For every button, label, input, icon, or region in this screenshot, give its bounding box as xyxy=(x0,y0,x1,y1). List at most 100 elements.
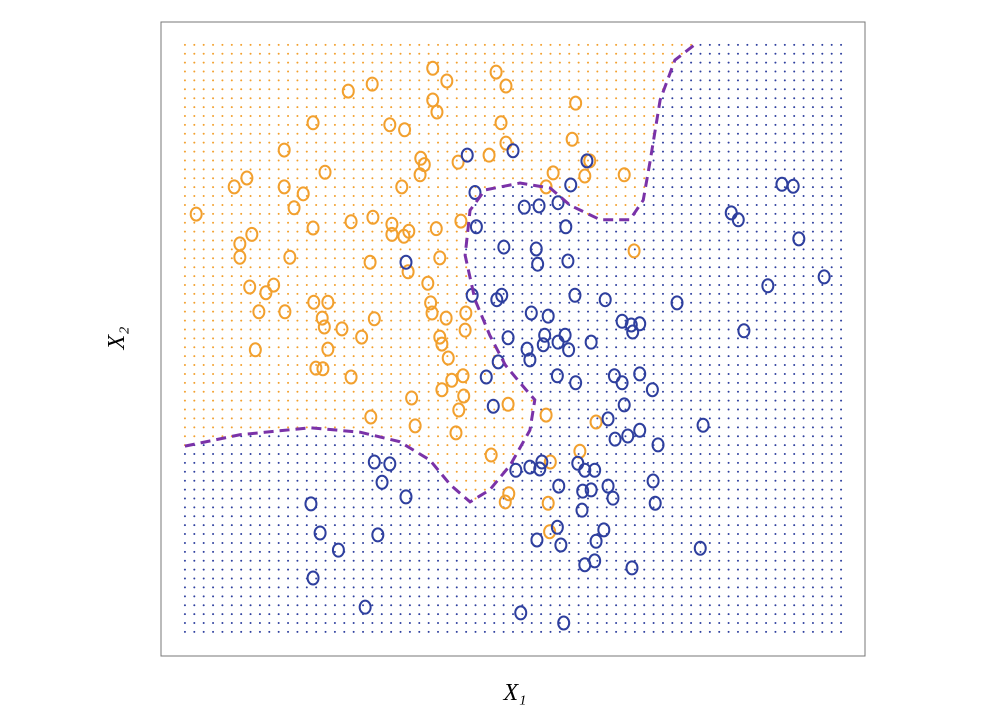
grid-dot xyxy=(324,221,327,224)
grid-dot xyxy=(811,550,814,553)
grid-dot xyxy=(390,622,393,625)
grid-dot xyxy=(240,453,243,456)
grid-dot xyxy=(830,150,833,153)
grid-dot xyxy=(221,426,224,429)
grid-dot xyxy=(624,595,627,598)
grid-dot xyxy=(446,301,449,304)
grid-dot xyxy=(830,283,833,286)
grid-dot xyxy=(840,43,843,46)
grid-dot xyxy=(465,275,468,278)
grid-dot xyxy=(380,381,383,384)
grid-dot xyxy=(324,150,327,153)
grid-dot xyxy=(502,533,505,536)
grid-dot xyxy=(193,114,196,117)
grid-dot xyxy=(249,61,252,64)
grid-dot xyxy=(446,186,449,189)
grid-dot xyxy=(652,488,655,491)
point xyxy=(523,352,537,368)
grid-dot xyxy=(212,301,215,304)
grid-dot xyxy=(418,417,421,420)
grid-dot xyxy=(830,444,833,447)
grid-dot xyxy=(736,604,739,607)
grid-dot xyxy=(727,355,730,358)
grid-dot xyxy=(437,586,440,589)
grid-dot xyxy=(615,52,618,55)
grid-dot xyxy=(249,461,252,464)
grid-dot xyxy=(352,630,355,633)
grid-dot xyxy=(230,97,233,100)
grid-dot xyxy=(765,417,768,420)
grid-dot xyxy=(512,435,514,438)
grid-dot xyxy=(821,97,824,100)
grid-dot xyxy=(268,399,271,402)
grid-dot xyxy=(240,230,243,233)
grid-dot xyxy=(277,381,280,384)
grid-dot xyxy=(521,524,524,527)
grid-dot xyxy=(652,239,655,242)
grid-dot xyxy=(371,577,374,580)
grid-dot xyxy=(661,453,664,456)
grid-dot xyxy=(221,310,224,313)
grid-dot xyxy=(483,595,486,598)
grid-dot xyxy=(718,524,721,527)
grid-dot xyxy=(577,203,580,206)
grid-dot xyxy=(408,150,411,153)
grid-dot xyxy=(240,417,243,420)
grid-dot xyxy=(615,61,618,64)
grid-dot xyxy=(390,577,393,580)
grid-dot xyxy=(408,61,411,64)
grid-dot xyxy=(446,88,449,91)
grid-dot xyxy=(765,595,768,598)
grid-dot xyxy=(727,123,730,126)
grid-dot xyxy=(268,106,271,109)
grid-dot xyxy=(202,444,205,447)
grid-dot xyxy=(352,177,355,180)
grid-dot xyxy=(568,390,571,393)
grid-dot xyxy=(690,408,693,411)
grid-dot xyxy=(549,203,552,206)
grid-dot xyxy=(418,595,421,598)
point xyxy=(413,167,427,183)
grid-dot xyxy=(183,230,186,233)
grid-dot xyxy=(549,541,552,544)
grid-dot xyxy=(746,426,749,429)
point xyxy=(243,279,257,295)
grid-dot xyxy=(258,559,261,562)
grid-dot xyxy=(596,328,599,331)
grid-dot xyxy=(287,479,290,482)
grid-dot xyxy=(774,310,777,313)
grid-dot xyxy=(596,399,599,402)
grid-dot xyxy=(708,301,711,304)
grid-dot xyxy=(493,479,496,482)
grid-dot xyxy=(671,444,674,447)
grid-dot xyxy=(258,586,261,589)
grid-dot xyxy=(802,613,805,616)
grid-dot xyxy=(521,159,524,162)
grid-dot xyxy=(586,550,589,553)
grid-dot xyxy=(305,461,308,464)
grid-dot xyxy=(802,132,805,135)
grid-dot xyxy=(427,568,430,571)
grid-dot xyxy=(390,586,393,589)
grid-dot xyxy=(333,613,336,616)
grid-dot xyxy=(765,114,768,117)
grid-dot xyxy=(408,604,411,607)
grid-dot xyxy=(183,52,186,55)
grid-dot xyxy=(793,577,796,580)
grid-dot xyxy=(183,275,186,278)
grid-dot xyxy=(549,426,552,429)
grid-dot xyxy=(568,275,571,278)
grid-dot xyxy=(193,301,196,304)
grid-dot xyxy=(802,568,805,571)
grid-dot xyxy=(661,248,664,251)
grid-dot xyxy=(362,97,365,100)
grid-dot xyxy=(568,123,571,126)
grid-dot xyxy=(446,488,449,491)
grid-dot xyxy=(493,453,496,456)
grid-dot xyxy=(558,488,561,491)
grid-dot xyxy=(755,97,758,100)
grid-dot xyxy=(193,604,196,607)
grid-dot xyxy=(718,595,721,598)
grid-dot xyxy=(802,381,805,384)
grid-dot xyxy=(521,123,524,126)
